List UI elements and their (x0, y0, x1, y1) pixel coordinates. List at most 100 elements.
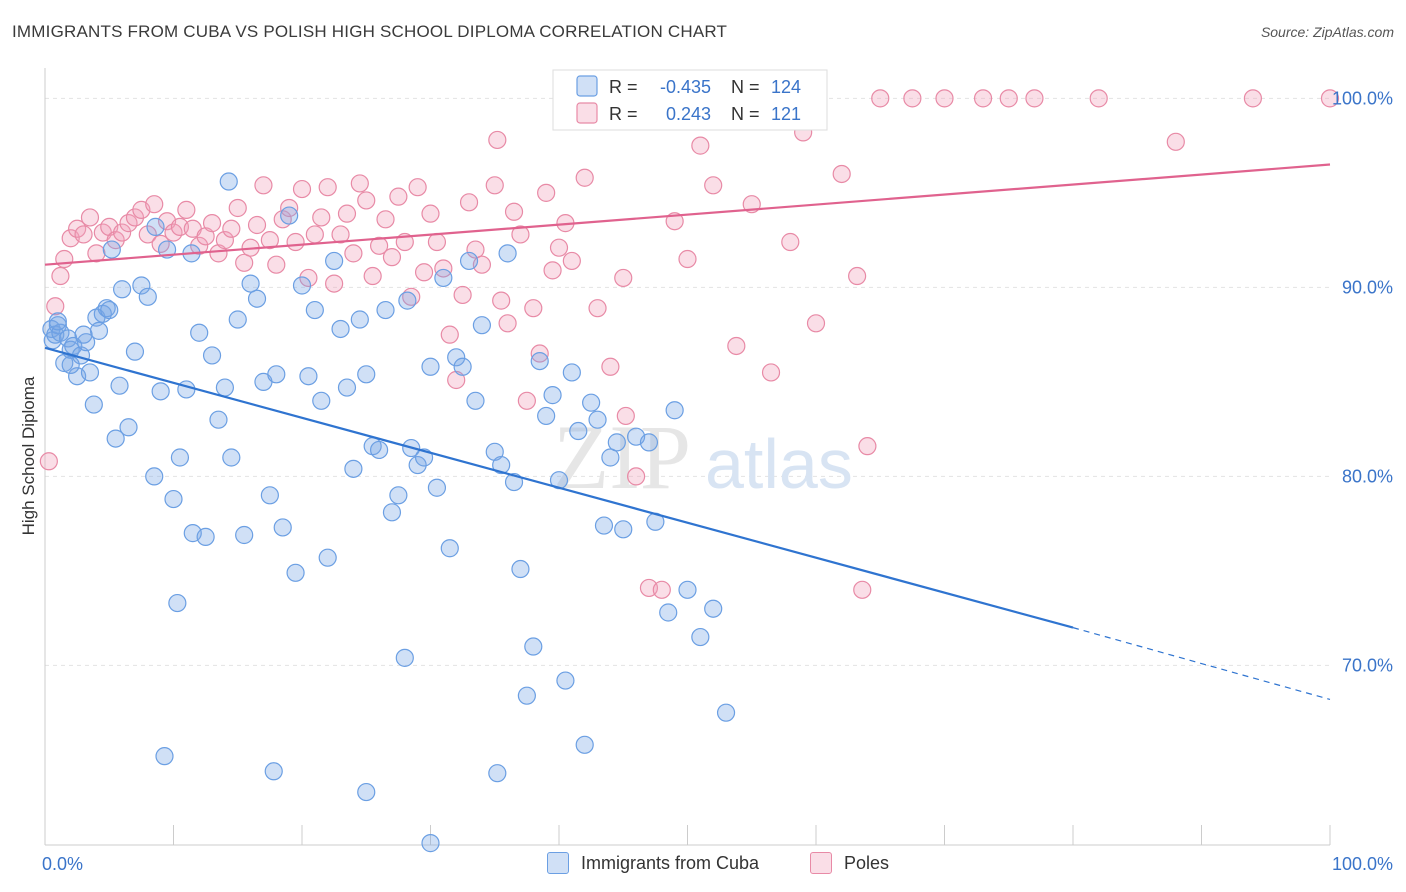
stats-pink-n-value: 121 (771, 104, 801, 124)
data-point-poles (260, 231, 279, 250)
data-point-poles (55, 249, 74, 269)
data-point-poles (376, 210, 395, 229)
gridlines (45, 97, 1330, 666)
data-point-cuba (691, 627, 710, 647)
data-point-poles (331, 225, 350, 244)
data-point-cuba (235, 525, 254, 545)
trend-line-cuba (44, 346, 1074, 629)
data-point-poles (485, 176, 504, 195)
data-point-poles (337, 204, 357, 223)
trend-line-poles (44, 163, 1331, 266)
data-point-cuba (582, 393, 601, 412)
data-point-cuba (530, 351, 549, 371)
data-point-cuba (466, 391, 485, 410)
data-point-poles (112, 223, 132, 242)
data-point-poles (781, 232, 800, 252)
data-point-poles (427, 232, 447, 252)
data-point-cuba (305, 300, 324, 320)
stats-blue-n-value: 124 (771, 77, 801, 97)
data-point-poles (318, 178, 337, 197)
data-point-poles (215, 231, 234, 250)
watermark-atlas: atlas (705, 425, 853, 503)
data-point-cuba (588, 410, 607, 429)
data-point-cuba (215, 378, 234, 397)
data-point-poles (588, 299, 607, 318)
data-point-poles (614, 268, 633, 288)
data-point-poles (1320, 89, 1340, 108)
data-point-poles (434, 259, 453, 278)
legend-item-cuba[interactable]: Immigrants from Cuba (547, 852, 759, 874)
data-point-cuba (498, 244, 517, 263)
data-point-poles (389, 187, 408, 206)
data-point-poles (517, 391, 536, 410)
y-axis-title: High School Diploma (19, 376, 38, 535)
data-point-cuba (398, 291, 417, 310)
data-point-cuba (704, 599, 723, 618)
data-point-poles (761, 363, 781, 382)
data-point-poles (616, 406, 635, 426)
data-point-poles (325, 274, 344, 293)
data-point-poles (421, 204, 440, 223)
data-point-cuba (84, 395, 103, 414)
data-point-cuba (472, 316, 491, 335)
data-point-cuba (112, 280, 132, 299)
y-tick-label: 90.0% (1342, 277, 1393, 297)
data-point-poles (74, 225, 93, 244)
source-attribution: Source: ZipAtlas.com (1260, 24, 1394, 40)
data-point-poles (626, 467, 646, 486)
data-point-poles (106, 231, 125, 250)
legend-swatch-blue (547, 852, 569, 874)
data-point-cuba (331, 319, 350, 339)
data-point-poles (344, 244, 363, 263)
data-point-cuba (492, 455, 511, 475)
data-point-poles (1025, 89, 1044, 108)
data-point-cuba (125, 342, 145, 361)
data-point-poles (488, 130, 507, 150)
x-tick-label: 100.0% (1332, 854, 1393, 874)
stats-pink-n-label: N = (731, 104, 760, 124)
data-point-cuba (110, 376, 129, 395)
data-point-cuba (376, 300, 395, 320)
stats-blue-r-value: -0.435 (660, 77, 711, 97)
data-point-cuba (639, 433, 659, 452)
data-point-poles (562, 251, 581, 271)
legend-label-poles: Poles (844, 852, 890, 873)
data-point-cuba (168, 593, 187, 613)
data-point-poles (903, 89, 922, 108)
data-point-cuba (517, 686, 536, 705)
data-point-cuba (48, 312, 67, 331)
data-point-poles (727, 336, 746, 356)
data-point-poles (46, 297, 65, 316)
y-axis-tick-labels: 70.0% 80.0% 90.0% 100.0% (1332, 88, 1393, 675)
x-axis-tick-labels: 0.0% 100.0% (42, 854, 1393, 874)
data-point-cuba (280, 206, 299, 225)
data-point-cuba (569, 421, 588, 441)
data-point-cuba (543, 386, 562, 405)
data-point-poles (190, 236, 209, 255)
data-point-cuba (209, 410, 228, 429)
data-point-cuba (504, 472, 524, 492)
data-point-poles (511, 225, 530, 244)
data-point-cuba (382, 503, 402, 522)
legend-label-cuba: Immigrants from Cuba (581, 852, 760, 873)
data-point-poles (704, 176, 723, 195)
data-point-cuba (562, 363, 581, 382)
data-point-poles (601, 357, 620, 376)
data-point-cuba (177, 380, 196, 399)
data-point-poles (80, 208, 100, 227)
data-point-poles (87, 244, 106, 263)
data-point-poles (280, 198, 299, 218)
axes (44, 68, 1331, 846)
legend-item-poles[interactable]: Poles (810, 852, 889, 874)
data-point-cuba (575, 735, 594, 754)
data-point-cuba (447, 348, 466, 367)
data-point-poles (691, 136, 710, 155)
stats-pink-r-label: R = (609, 104, 638, 124)
data-point-poles (652, 580, 671, 599)
data-point-poles (350, 174, 369, 193)
data-point-cuba (196, 527, 215, 546)
data-point-cuba (151, 382, 170, 401)
data-point-cuba (408, 455, 427, 475)
data-point-cuba (267, 365, 286, 384)
